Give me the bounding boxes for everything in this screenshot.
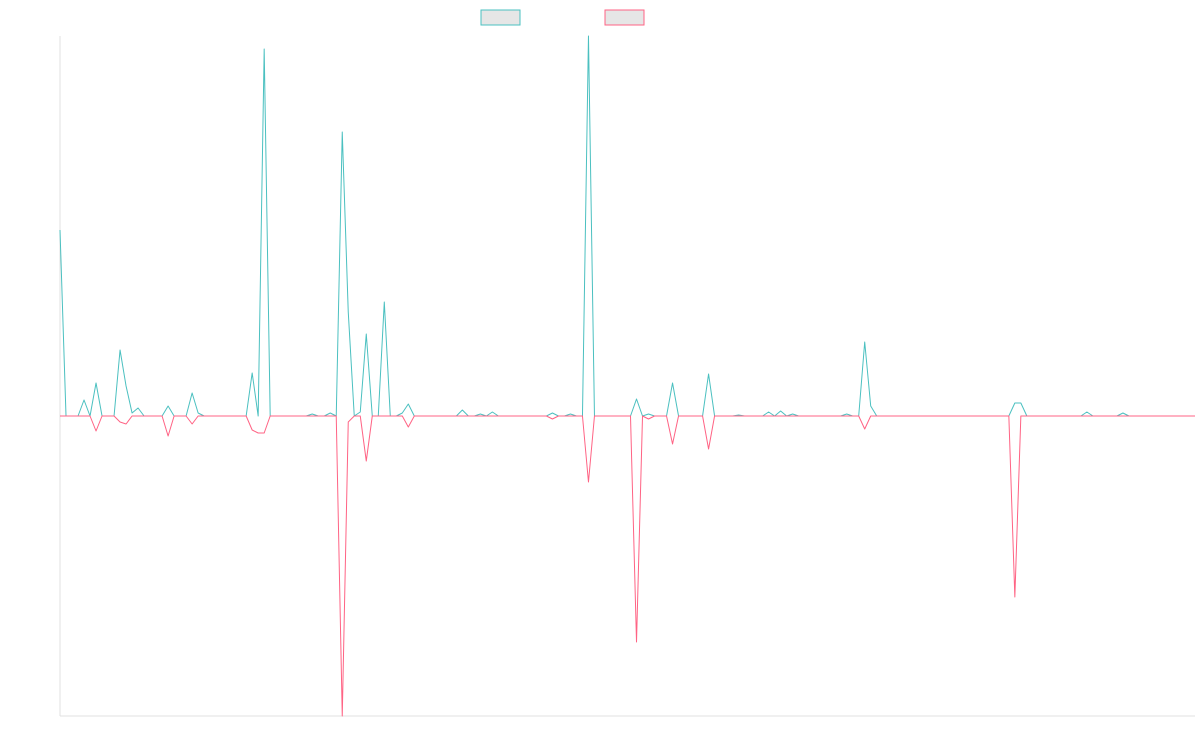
legend-swatch [480, 9, 521, 26]
data-line [60, 415, 1195, 717]
data-line [59, 35, 1195, 417]
legend-swatch [604, 9, 645, 26]
